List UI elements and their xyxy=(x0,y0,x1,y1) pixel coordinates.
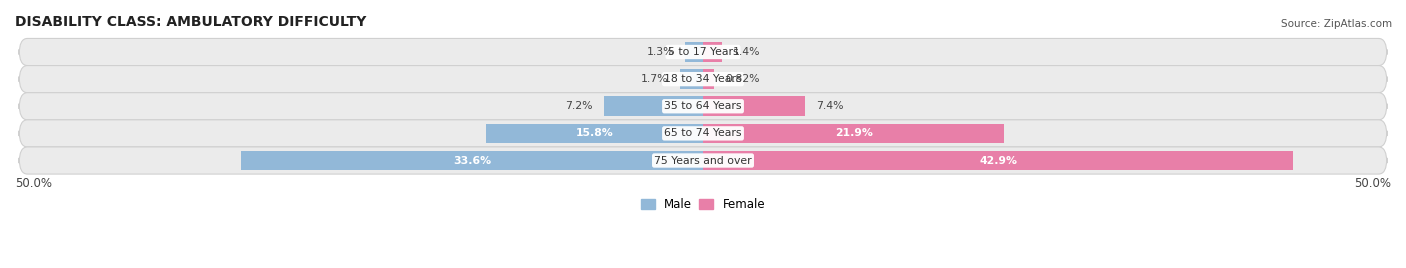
Text: 42.9%: 42.9% xyxy=(979,155,1017,166)
Text: 1.4%: 1.4% xyxy=(734,47,761,57)
Legend: Male, Female: Male, Female xyxy=(636,193,770,216)
Text: 1.3%: 1.3% xyxy=(647,47,673,57)
Text: 50.0%: 50.0% xyxy=(1354,177,1391,190)
Bar xyxy=(703,151,1294,170)
Bar xyxy=(605,96,703,116)
FancyBboxPatch shape xyxy=(20,38,1386,66)
Bar xyxy=(485,124,703,143)
FancyBboxPatch shape xyxy=(20,66,1386,93)
Bar xyxy=(240,151,703,170)
Bar xyxy=(703,124,1004,143)
Text: 75 Years and over: 75 Years and over xyxy=(654,155,752,166)
Text: 33.6%: 33.6% xyxy=(453,155,491,166)
Text: 7.2%: 7.2% xyxy=(565,101,593,111)
Bar xyxy=(685,42,703,62)
Text: Source: ZipAtlas.com: Source: ZipAtlas.com xyxy=(1281,19,1392,29)
FancyBboxPatch shape xyxy=(20,120,1386,147)
FancyBboxPatch shape xyxy=(20,93,1386,120)
Bar xyxy=(679,69,703,89)
Text: 5 to 17 Years: 5 to 17 Years xyxy=(668,47,738,57)
Text: 65 to 74 Years: 65 to 74 Years xyxy=(664,128,742,138)
Text: 7.4%: 7.4% xyxy=(815,101,844,111)
Text: 1.7%: 1.7% xyxy=(641,74,669,84)
Text: DISABILITY CLASS: AMBULATORY DIFFICULTY: DISABILITY CLASS: AMBULATORY DIFFICULTY xyxy=(15,15,367,29)
Bar xyxy=(703,69,714,89)
Bar xyxy=(703,96,804,116)
FancyBboxPatch shape xyxy=(20,147,1386,174)
Text: 15.8%: 15.8% xyxy=(575,128,613,138)
Bar xyxy=(703,42,723,62)
Text: 35 to 64 Years: 35 to 64 Years xyxy=(664,101,742,111)
Text: 21.9%: 21.9% xyxy=(835,128,873,138)
Text: 18 to 34 Years: 18 to 34 Years xyxy=(664,74,742,84)
Text: 0.82%: 0.82% xyxy=(725,74,759,84)
Text: 50.0%: 50.0% xyxy=(15,177,52,190)
